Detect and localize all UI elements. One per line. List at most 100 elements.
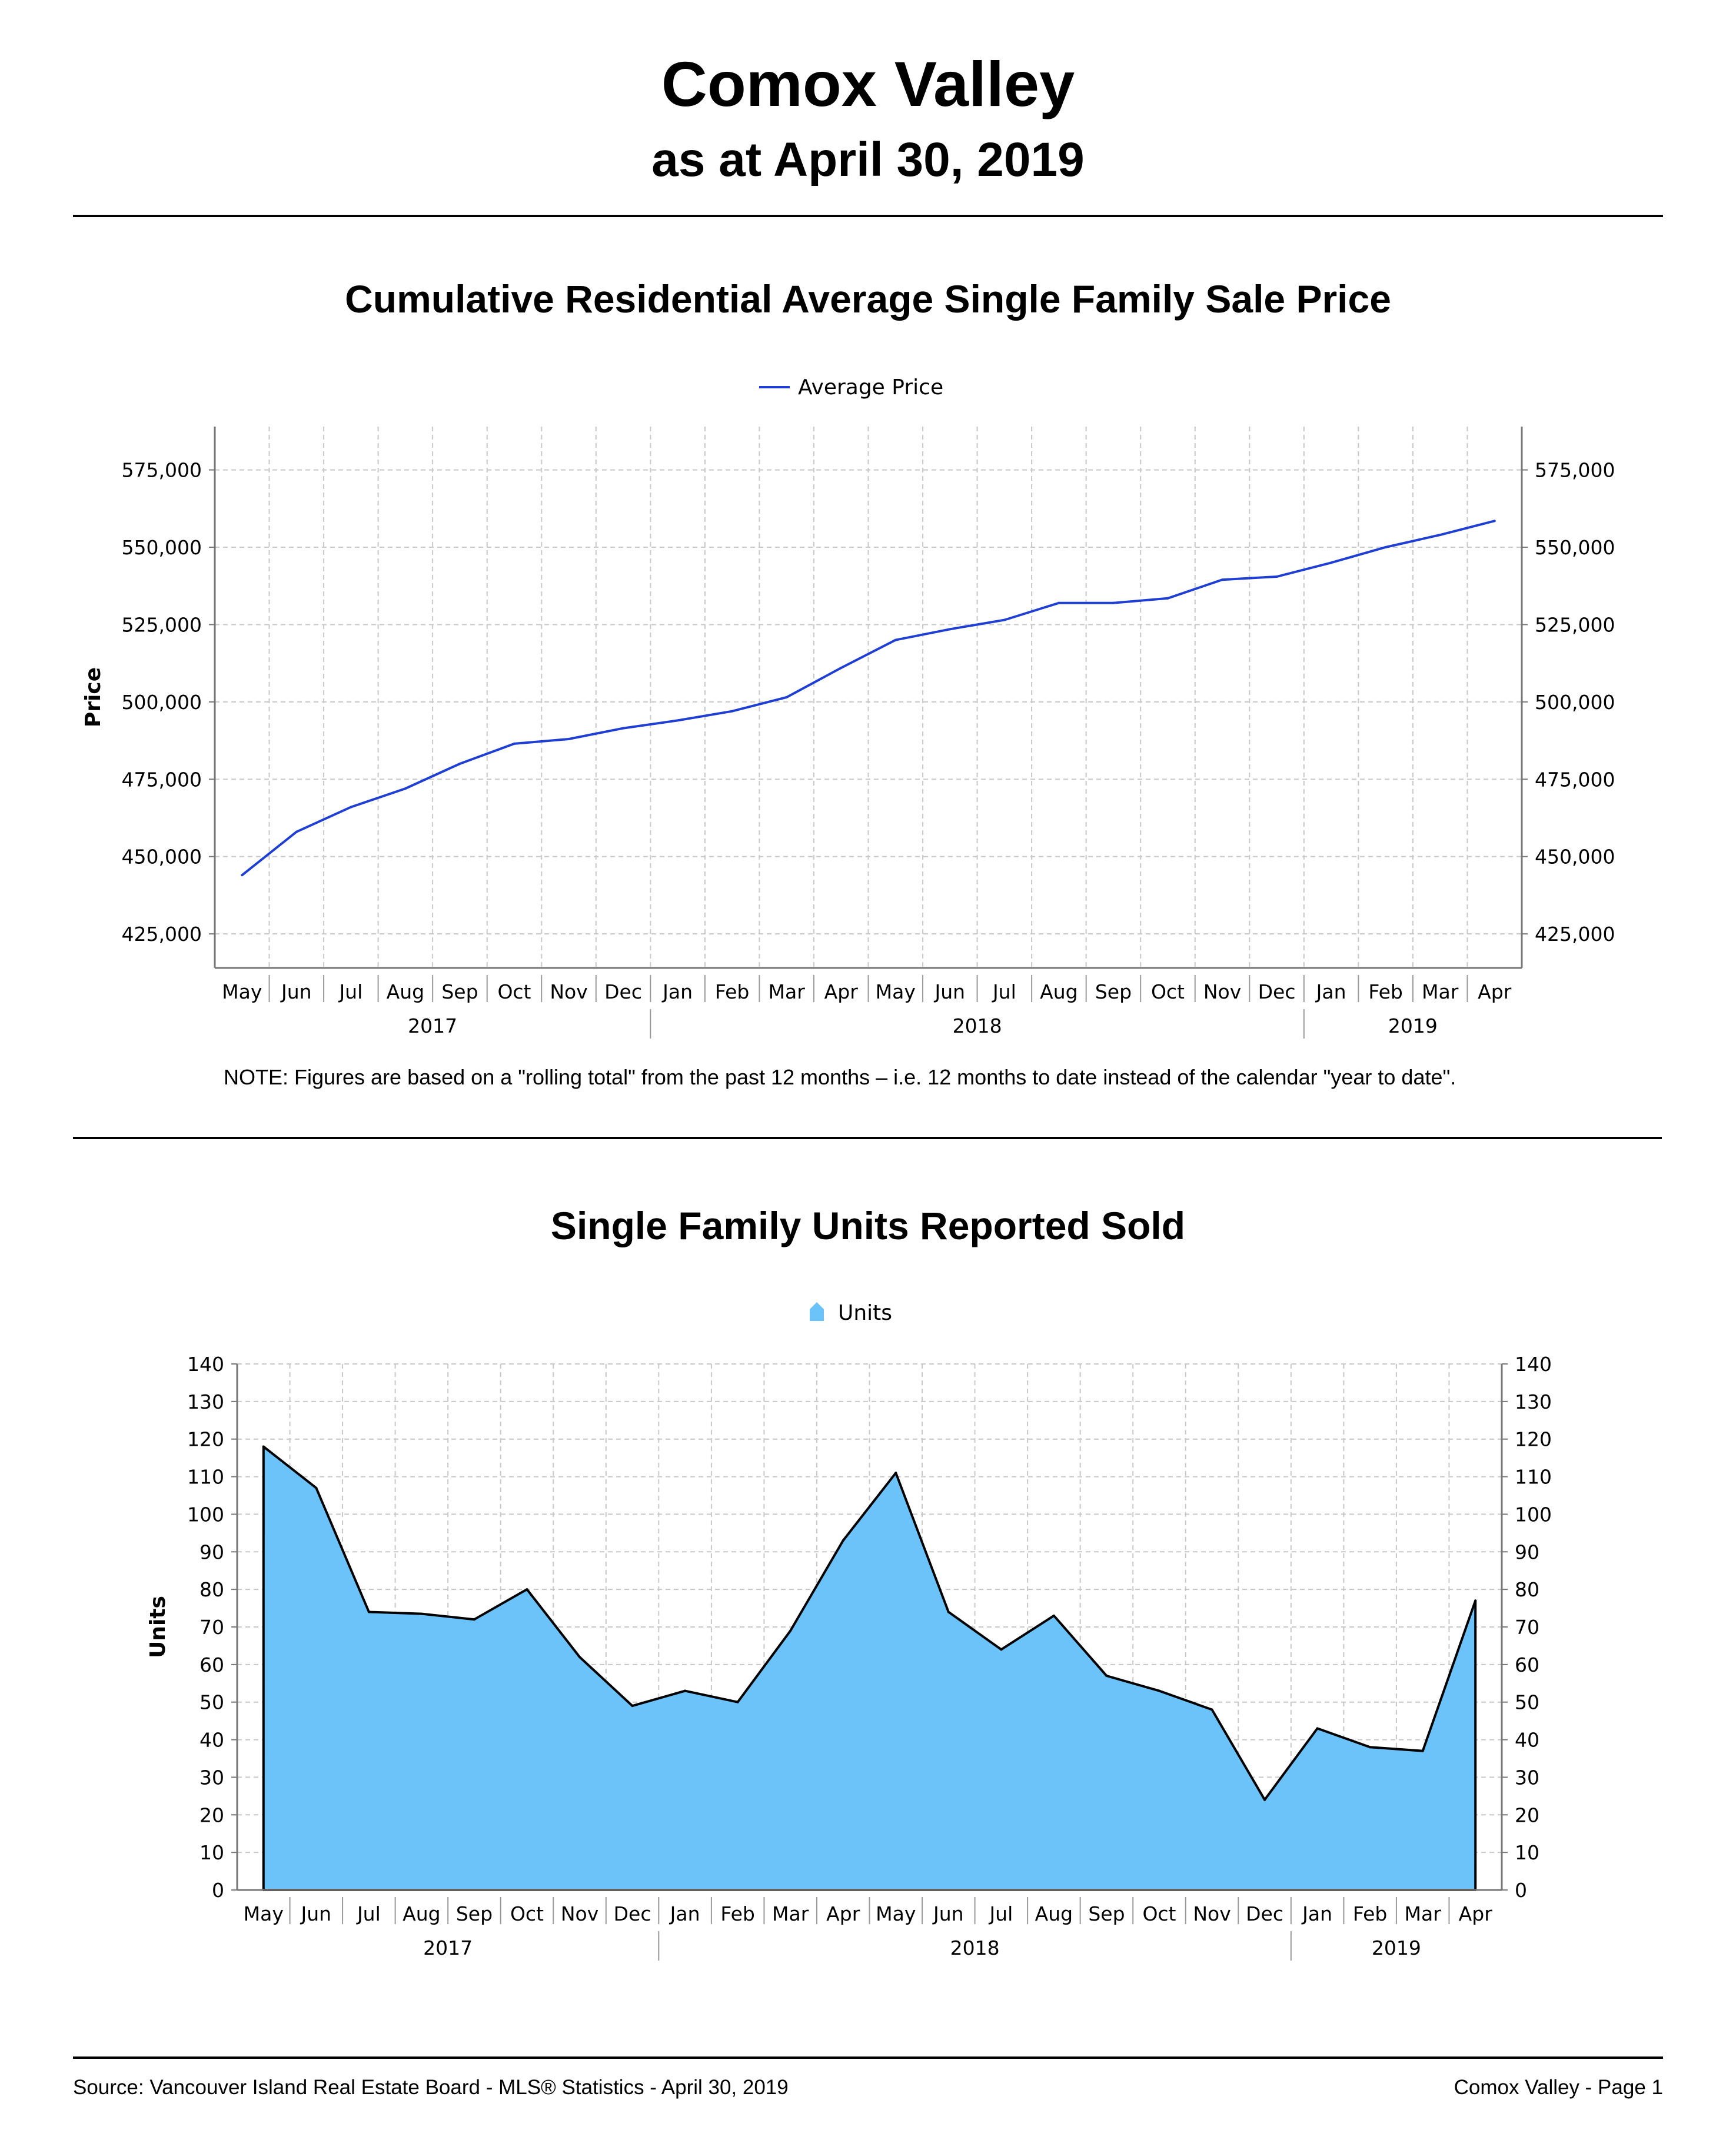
page-title: Comox Valley bbox=[661, 48, 1075, 119]
units-data-point bbox=[631, 1705, 634, 1708]
units-data-point bbox=[736, 1701, 739, 1703]
y-tick-label-right: 500,000 bbox=[1535, 691, 1615, 714]
units-data-point bbox=[1369, 1746, 1372, 1749]
y-tick-label-right: 120 bbox=[1515, 1428, 1552, 1451]
price-data-point bbox=[567, 737, 570, 740]
x-tick-label: Oct bbox=[510, 1902, 544, 1925]
x-tick-label: Dec bbox=[1258, 980, 1296, 1003]
units-data-point bbox=[684, 1689, 687, 1692]
x-tick-label: Mar bbox=[1422, 980, 1459, 1003]
x-tick-label: Feb bbox=[715, 980, 749, 1003]
section-divider bbox=[73, 1137, 1662, 1139]
x-tick-label: Aug bbox=[1040, 980, 1077, 1003]
units-chart: Units 0 0 10 10 20 20 30 30 40 40 50 50 60 60 70 70 80 80 9… bbox=[146, 1301, 1552, 1961]
x-tick-label: Jul bbox=[988, 1902, 1013, 1925]
y-tick-label-left: 140 bbox=[187, 1353, 224, 1376]
units-data-point bbox=[367, 1610, 370, 1613]
units-data-point bbox=[1316, 1727, 1319, 1730]
y-tick-label-right: 90 bbox=[1515, 1540, 1539, 1563]
price-data-point bbox=[458, 763, 461, 766]
y-tick-label-right: 425,000 bbox=[1535, 923, 1615, 946]
y-tick-label-left: 70 bbox=[199, 1616, 224, 1639]
y-tick-label-right: 575,000 bbox=[1535, 459, 1615, 482]
x-tick-label: Oct bbox=[497, 980, 531, 1003]
y-tick-label-right: 70 bbox=[1515, 1616, 1539, 1639]
price-data-point bbox=[1439, 534, 1442, 536]
price-data-point bbox=[731, 710, 734, 713]
units-data-point bbox=[262, 1445, 265, 1448]
x-tick-label: Nov bbox=[1193, 1902, 1231, 1925]
y-tick-label-right: 130 bbox=[1515, 1390, 1552, 1413]
y-tick-label-right: 50 bbox=[1515, 1691, 1539, 1714]
x-tick-label: Jan bbox=[1301, 1902, 1332, 1925]
x-tick-label: Sep bbox=[456, 1902, 493, 1925]
x-year-label: 2017 bbox=[408, 1014, 457, 1037]
x-tick-label: Dec bbox=[604, 980, 642, 1003]
y-tick-label-left: 80 bbox=[199, 1578, 224, 1601]
x-tick-label: Mar bbox=[1405, 1902, 1442, 1925]
y-tick-label-right: 40 bbox=[1515, 1729, 1539, 1752]
price-data-point bbox=[1166, 597, 1169, 600]
units-data-point bbox=[578, 1656, 581, 1659]
price-data-point bbox=[1384, 546, 1387, 549]
x-tick-label: Jul bbox=[338, 980, 363, 1003]
x-year-label: 2019 bbox=[1372, 1936, 1421, 1959]
price-data-point bbox=[350, 806, 352, 808]
x-year-label: 2019 bbox=[1388, 1014, 1438, 1037]
price-chart-title: Cumulative Residential Average Single Fa… bbox=[345, 277, 1391, 321]
y-tick-label-left: 550,000 bbox=[122, 536, 202, 559]
y-tick-label-right: 60 bbox=[1515, 1653, 1539, 1676]
price-data-point bbox=[622, 727, 625, 730]
y-tick-label-right: 80 bbox=[1515, 1578, 1539, 1601]
price-data-point bbox=[894, 638, 897, 641]
x-tick-label: Oct bbox=[1151, 980, 1185, 1003]
x-tick-label: Dec bbox=[614, 1902, 651, 1925]
price-data-point bbox=[1057, 601, 1060, 604]
x-tick-label: Jan bbox=[1315, 980, 1346, 1003]
y-tick-label-right: 110 bbox=[1515, 1466, 1552, 1489]
y-tick-label-right: 475,000 bbox=[1535, 768, 1615, 791]
units-data-point bbox=[1000, 1648, 1003, 1651]
price-data-point bbox=[1493, 520, 1496, 523]
y-tick-label-right: 10 bbox=[1515, 1841, 1539, 1864]
x-tick-label: Apr bbox=[824, 980, 859, 1003]
units-area bbox=[262, 1445, 1477, 1891]
x-tick-label: Mar bbox=[769, 980, 806, 1003]
y-tick-label-left: 475,000 bbox=[122, 768, 202, 791]
units-chart-title: Single Family Units Reported Sold bbox=[550, 1204, 1186, 1247]
y-axis-title: Units bbox=[146, 1596, 170, 1658]
x-tick-label: May bbox=[876, 980, 916, 1003]
units-data-point bbox=[894, 1472, 897, 1475]
x-tick-label: Jan bbox=[661, 980, 693, 1003]
x-tick-label: Nov bbox=[561, 1902, 598, 1925]
y-tick-label-left: 425,000 bbox=[122, 923, 202, 946]
y-tick-label-right: 0 bbox=[1515, 1879, 1527, 1902]
units-data-point bbox=[473, 1618, 475, 1621]
x-tick-label: Apr bbox=[826, 1902, 860, 1925]
units-data-point bbox=[420, 1612, 423, 1615]
x-year-label: 2017 bbox=[423, 1936, 473, 1959]
y-tick-label-left: 525,000 bbox=[122, 613, 202, 636]
footer-source: Source: Vancouver Island Real Estate Boa… bbox=[73, 2076, 789, 2099]
x-tick-label: Jun bbox=[932, 1902, 964, 1925]
y-tick-label-right: 30 bbox=[1515, 1766, 1539, 1789]
legend-label: Units bbox=[838, 1301, 892, 1325]
x-tick-label: Aug bbox=[403, 1902, 440, 1925]
price-data-point bbox=[785, 696, 788, 698]
y-tick-label-left: 30 bbox=[199, 1766, 224, 1789]
price-data-point bbox=[1003, 618, 1006, 621]
units-data-point bbox=[842, 1539, 844, 1542]
y-tick-label-left: 10 bbox=[199, 1841, 224, 1864]
units-data-point bbox=[1158, 1689, 1160, 1692]
price-data-point bbox=[513, 742, 516, 745]
units-data-point bbox=[947, 1610, 950, 1613]
y-tick-label-left: 40 bbox=[199, 1729, 224, 1752]
price-data-point bbox=[1330, 561, 1333, 564]
units-data-point bbox=[1210, 1708, 1213, 1711]
header-divider bbox=[73, 215, 1663, 217]
y-tick-label-left: 90 bbox=[199, 1540, 224, 1563]
x-tick-label: May bbox=[876, 1902, 916, 1925]
x-tick-label: Jun bbox=[280, 980, 312, 1003]
y-tick-label-left: 0 bbox=[212, 1879, 224, 1902]
y-tick-label-left: 50 bbox=[199, 1691, 224, 1714]
